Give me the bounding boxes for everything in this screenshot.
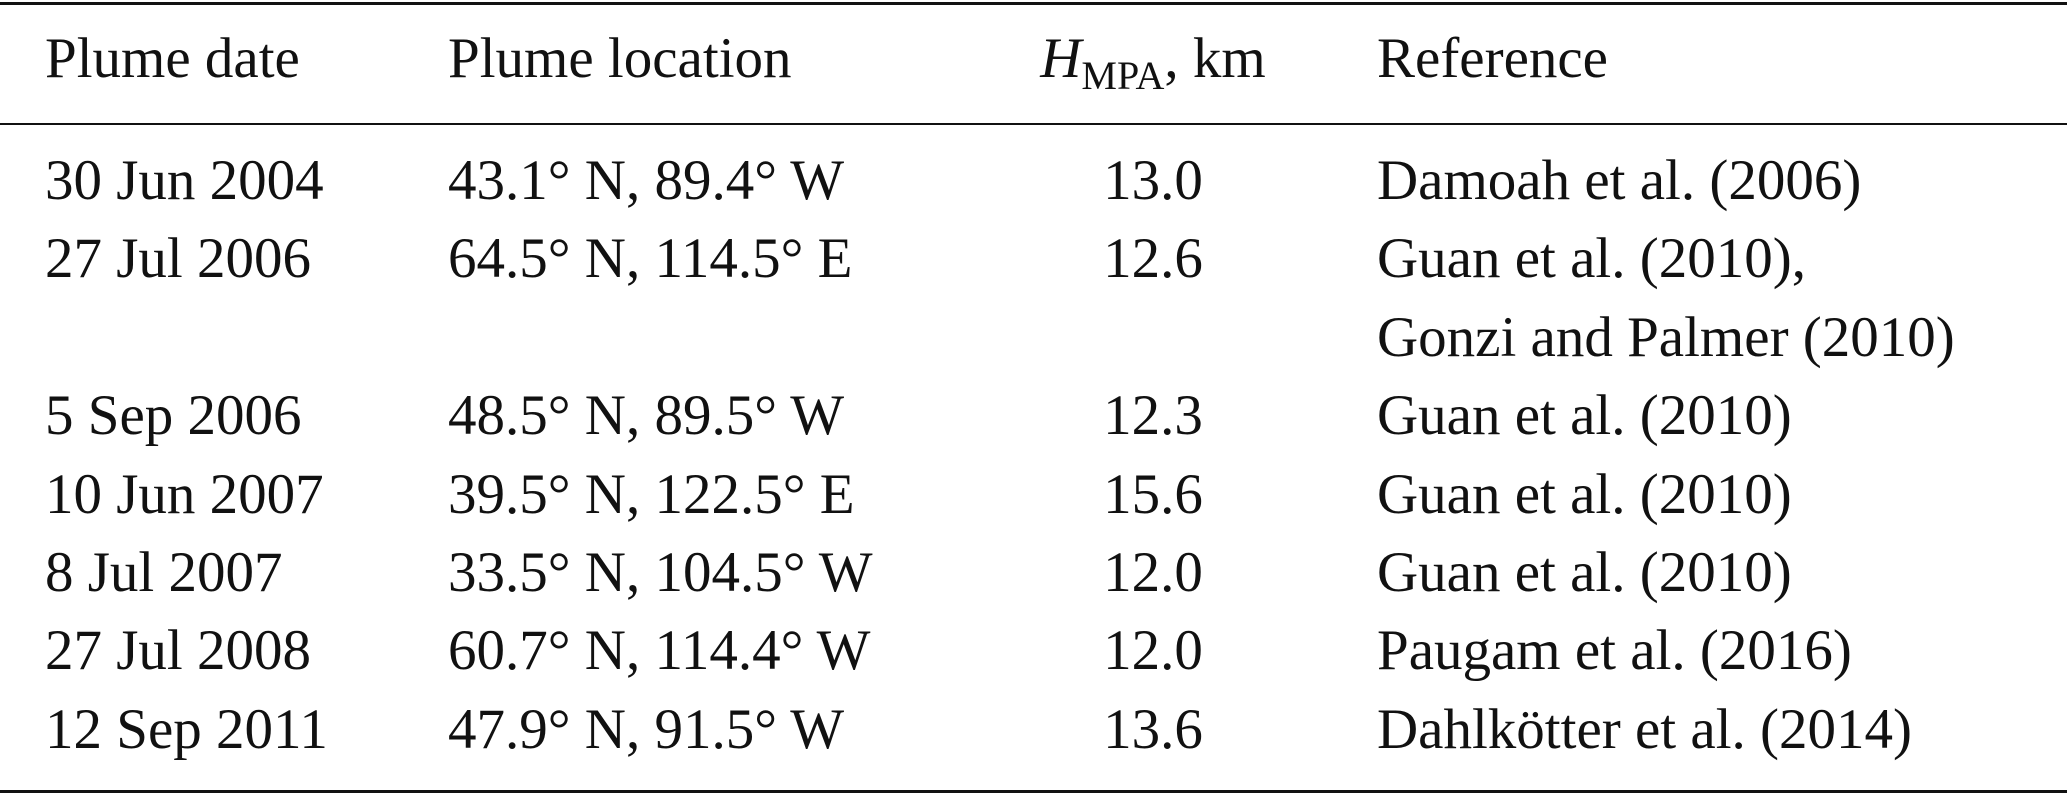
header-date: Plume date	[45, 27, 300, 90]
reference: Guan et al. (2010),	[1377, 227, 1806, 291]
reference: Guan et al. (2010)	[1377, 462, 1792, 526]
plume-date: 27 Jul 2008	[45, 619, 312, 683]
plume-date: 5 Sep 2006	[45, 384, 302, 448]
header-height-unit: , km	[1164, 27, 1266, 90]
plume-height: 13.0	[1103, 149, 1203, 212]
header-height-symbol: H	[1040, 27, 1082, 90]
plume-location: 33.5° N, 104.5° W	[448, 541, 873, 604]
plume-height: 12.6	[1103, 227, 1203, 291]
reference: Dahlkötter et al. (2014)	[1377, 697, 1912, 761]
plume-location: 43.1° N, 89.4° W	[448, 149, 845, 212]
plume-date: 12 Sep 2011	[45, 697, 328, 761]
header-height-subscript: MPA	[1081, 53, 1165, 98]
plume-date: 10 Jun 2007	[45, 462, 324, 526]
plume-location: 64.5° N, 114.5° E	[448, 227, 853, 291]
header-rule	[0, 123, 2067, 125]
plume-date: 27 Jul 2006	[45, 227, 312, 291]
reference: Guan et al. (2010)	[1377, 541, 1792, 604]
plume-location: 39.5° N, 122.5° E	[448, 462, 855, 526]
plume-location: 60.7° N, 114.4° W	[448, 619, 871, 683]
top-rule	[0, 2, 2067, 5]
plume-date: 8 Jul 2007	[45, 541, 283, 604]
plume-height: 12.0	[1103, 619, 1203, 683]
reference: Guan et al. (2010)	[1377, 384, 1792, 448]
reference: Damoah et al. (2006)	[1377, 149, 1862, 212]
header-reference: Reference	[1377, 27, 1608, 90]
plume-location: 47.9° N, 91.5° W	[448, 697, 845, 761]
header-height: HMPA, km	[1040, 27, 1266, 96]
reference: Paugam et al. (2016)	[1377, 619, 1852, 683]
plume-height: 12.3	[1103, 384, 1203, 448]
plume-height: 12.0	[1103, 541, 1203, 604]
header-location: Plume location	[448, 27, 792, 90]
reference: Gonzi and Palmer (2010)	[1377, 305, 1955, 369]
bottom-rule	[0, 790, 2067, 793]
plume-date: 30 Jun 2004	[45, 149, 324, 212]
plume-location: 48.5° N, 89.5° W	[448, 384, 845, 448]
plume-height: 15.6	[1103, 462, 1203, 526]
plume-height: 13.6	[1103, 697, 1203, 761]
